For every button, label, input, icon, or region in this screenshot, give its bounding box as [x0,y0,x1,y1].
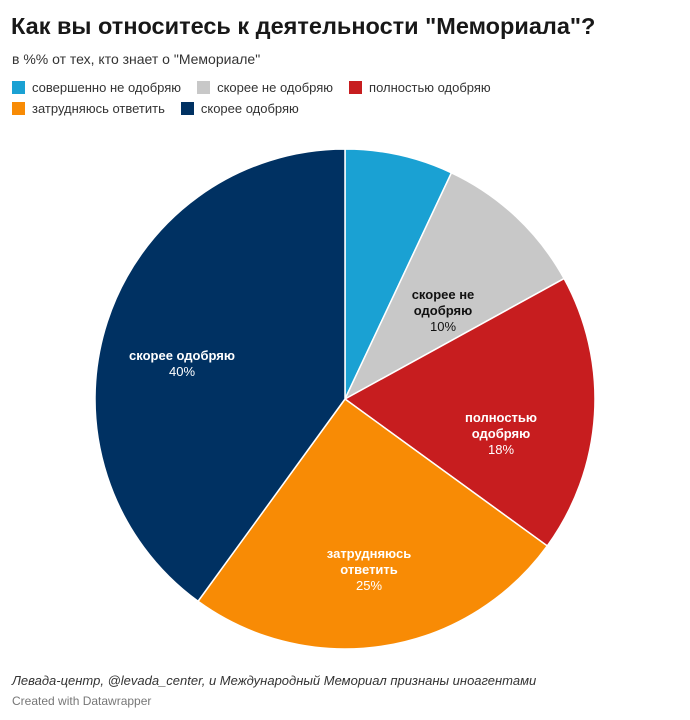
chart-title: Как вы относитесь к деятельности "Мемори… [11,13,596,39]
slice-label-name: одобряю [472,426,530,441]
legend-swatch [349,80,363,94]
slice-label: затрудняюсь ответить 25% [327,546,411,593]
legend-swatch [12,80,25,94]
legend-swatch [197,80,211,94]
legend: совершенно не одобряю скорее не одобряю … [12,78,652,117]
footer-credit: Created with Datawrapper [12,694,152,708]
legend-item-hard-to-say: затрудняюсь ответить [12,99,165,117]
slice-label-value: 18% [488,442,514,457]
legend-label: полностью одобряю [369,79,491,95]
footer-note: Левада-центр, @levada_center, и Междунар… [12,673,537,688]
chart-subtitle: в %% от тех, кто знает о "Мемориале" [12,51,261,67]
pie-slice [344,148,453,400]
legend-label: затрудняюсь ответить [32,100,165,116]
slice-label-name: затрудняюсь [327,546,411,561]
slice-label-value: 40% [169,364,195,379]
legend-label: совершенно не одобряю [32,79,182,95]
legend-item-strongly-disapprove: совершенно не одобряю [12,78,181,96]
legend-item-rather-approve: скорее одобряю [180,99,299,117]
slice-label: полностью одобряю 18% [465,410,537,457]
pie-slice [94,148,346,603]
slice-label-name: полностью [465,410,537,425]
legend-item-rather-disapprove: скорее не одобряю [197,78,333,96]
legend-item-fully-approve: полностью одобряю [349,78,491,96]
pie-chart: скорее не одобряю 10%полностью одобряю 18%за… [94,148,596,650]
slice-label-name: скорее не [412,287,475,302]
slice-label: скорее не одобряю 10% [412,287,475,334]
slice-label: скорее одобряю 40% [129,348,235,379]
legend-swatch [180,101,194,115]
slice-label-name: одобряю [414,303,472,318]
pie-slice [197,397,549,650]
pie-slice [343,277,596,547]
slice-label-value: 10% [430,319,456,334]
slice-label-value: 25% [356,578,382,593]
legend-label: скорее не одобряю [217,79,334,95]
pie-slice [343,171,566,401]
slice-label-name: ответить [340,562,398,577]
legend-label: скорее одобряю [200,100,299,116]
legend-swatch [12,101,25,115]
slice-label-name: скорее одобряю [129,348,235,363]
